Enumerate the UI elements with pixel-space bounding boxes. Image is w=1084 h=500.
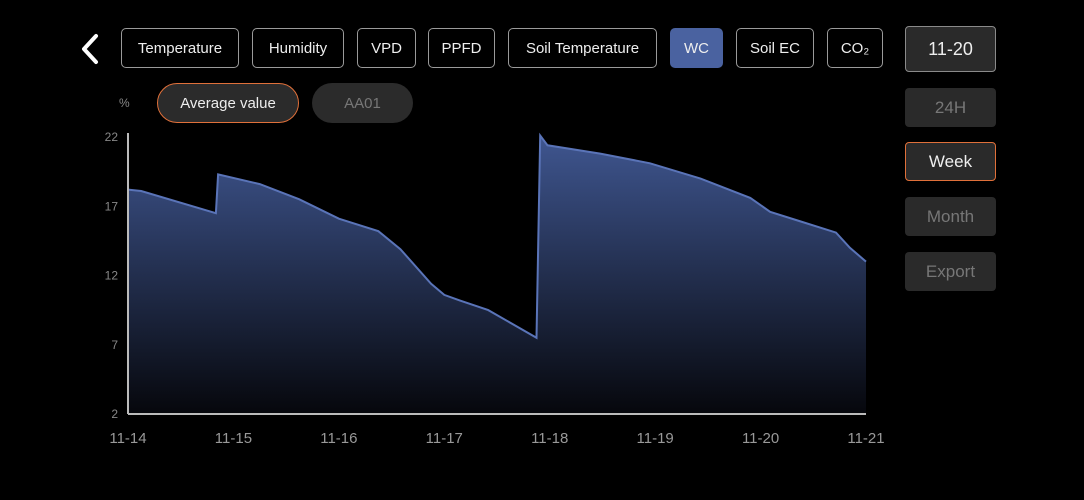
x-tick-label: 11-21 <box>847 430 884 447</box>
export-button[interactable]: Export <box>905 252 996 291</box>
series-line <box>127 132 867 340</box>
series-average-value[interactable]: Average value <box>157 83 299 123</box>
chevron-left-icon <box>82 34 98 64</box>
range-month-button[interactable]: Month <box>905 197 996 236</box>
series-aa01[interactable]: AA01 <box>312 83 413 123</box>
x-tick-label: 11-20 <box>742 430 779 447</box>
tab-ppfd[interactable]: PPFD <box>428 28 495 68</box>
tab-soil-temperature[interactable]: Soil Temperature <box>508 28 657 68</box>
x-tick-label: 11-18 <box>531 430 568 447</box>
y-tick-label: 7 <box>111 338 118 352</box>
tab-temperature[interactable]: Temperature <box>121 28 239 68</box>
back-button[interactable] <box>76 32 104 66</box>
unit-label: % <box>119 96 130 110</box>
range-week-button[interactable]: Week <box>905 142 996 181</box>
tab-soil-ec[interactable]: Soil EC <box>736 28 814 68</box>
y-tick-label: 12 <box>105 269 119 283</box>
range-24h-button[interactable]: 24H <box>905 88 996 127</box>
x-tick-label: 11-14 <box>109 430 146 447</box>
tab-humidity[interactable]: Humidity <box>252 28 344 68</box>
x-tick-label: 11-19 <box>637 430 674 447</box>
x-tick-label: 11-15 <box>215 430 252 447</box>
x-tick-label: 11-16 <box>320 430 357 447</box>
tab-vpd[interactable]: VPD <box>357 28 416 68</box>
y-tick-label: 17 <box>105 199 119 213</box>
y-tick-label: 22 <box>105 130 119 144</box>
x-tick-label: 11-17 <box>426 430 463 447</box>
tab-wc[interactable]: WC <box>670 28 723 68</box>
date-picker-button[interactable]: 11-20 <box>905 26 996 72</box>
y-tick-label: 2 <box>111 407 118 421</box>
series-area <box>128 135 866 414</box>
tab-co[interactable]: CO₂ <box>827 28 883 68</box>
